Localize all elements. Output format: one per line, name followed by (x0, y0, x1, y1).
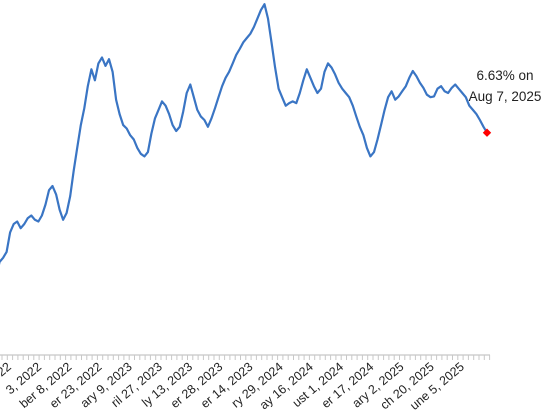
last-point-annotation-line1: 6.63% on (476, 68, 533, 83)
series-layer (0, 3, 488, 266)
last-point-annotation-line2: Aug 7, 2025 (469, 89, 542, 104)
x-axis (0, 354, 491, 360)
point-layer (482, 128, 492, 137)
series-line-0 (0, 3, 488, 266)
x-tick-label: 22 (0, 360, 14, 380)
last-point-marker (482, 128, 492, 137)
annotation-layer: 6.63% on Aug 7, 2025 (469, 68, 542, 104)
